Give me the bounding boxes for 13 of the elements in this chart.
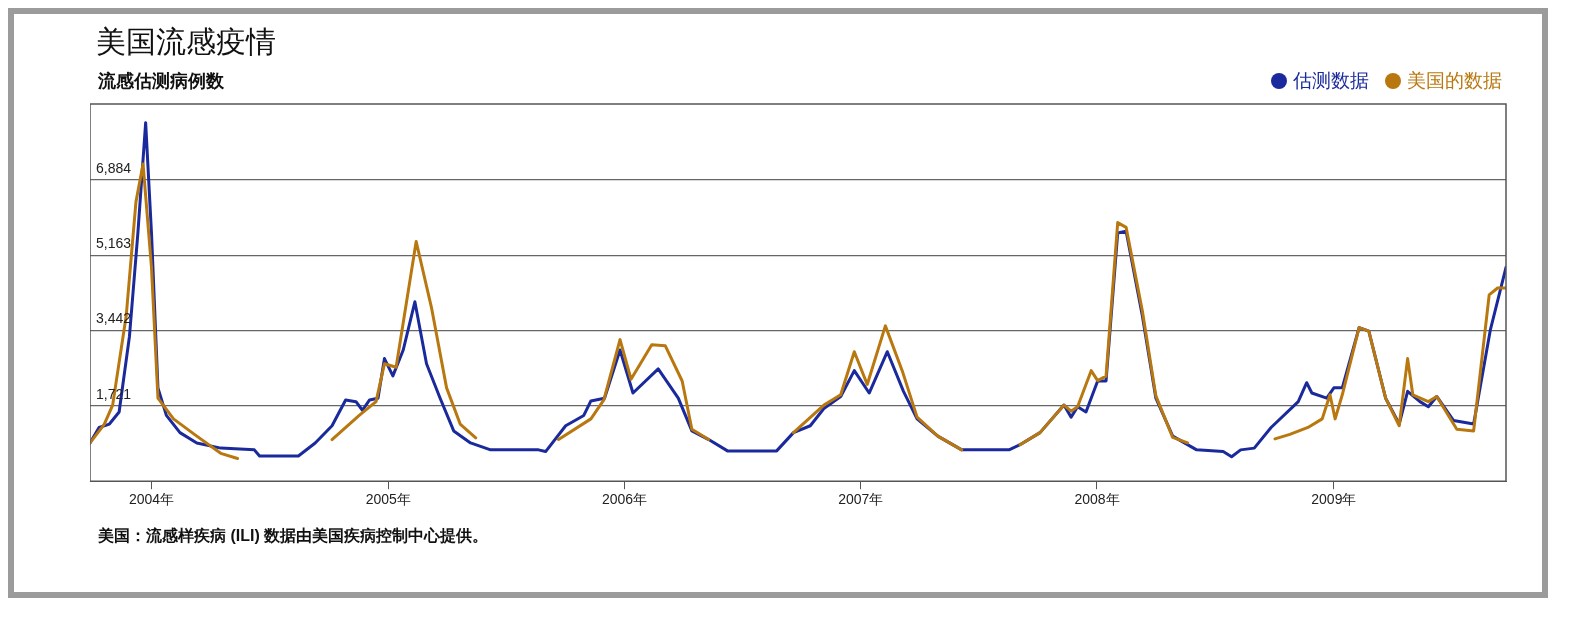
x-tick-label: 2006年 xyxy=(601,491,648,508)
y-axis-title: 流感估测病例数 xyxy=(98,70,224,93)
x-tick-label: 2005年 xyxy=(365,491,411,508)
x-tick-label: 2009年 xyxy=(1311,491,1357,508)
chart-title: 美国流感疫情 xyxy=(96,24,276,60)
y-tick-label: 5,163 xyxy=(96,235,132,252)
y-tick-label: 6,884 xyxy=(96,159,132,176)
x-tick-label: 2008年 xyxy=(1074,491,1120,508)
legend-label: 估测数据 xyxy=(1293,69,1369,93)
legend-label: 美国的数据 xyxy=(1407,69,1502,93)
x-tick-label: 2007年 xyxy=(838,491,884,508)
x-tick-label: 2004年 xyxy=(128,491,175,508)
text: 美国：流感样疾病 (ILI) 数据由美国疾病控制中心提供。 xyxy=(98,526,489,546)
